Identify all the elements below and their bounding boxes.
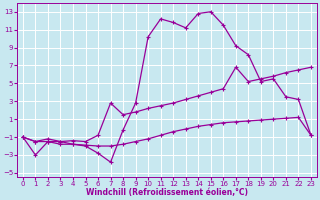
X-axis label: Windchill (Refroidissement éolien,°C): Windchill (Refroidissement éolien,°C) [86, 188, 248, 197]
